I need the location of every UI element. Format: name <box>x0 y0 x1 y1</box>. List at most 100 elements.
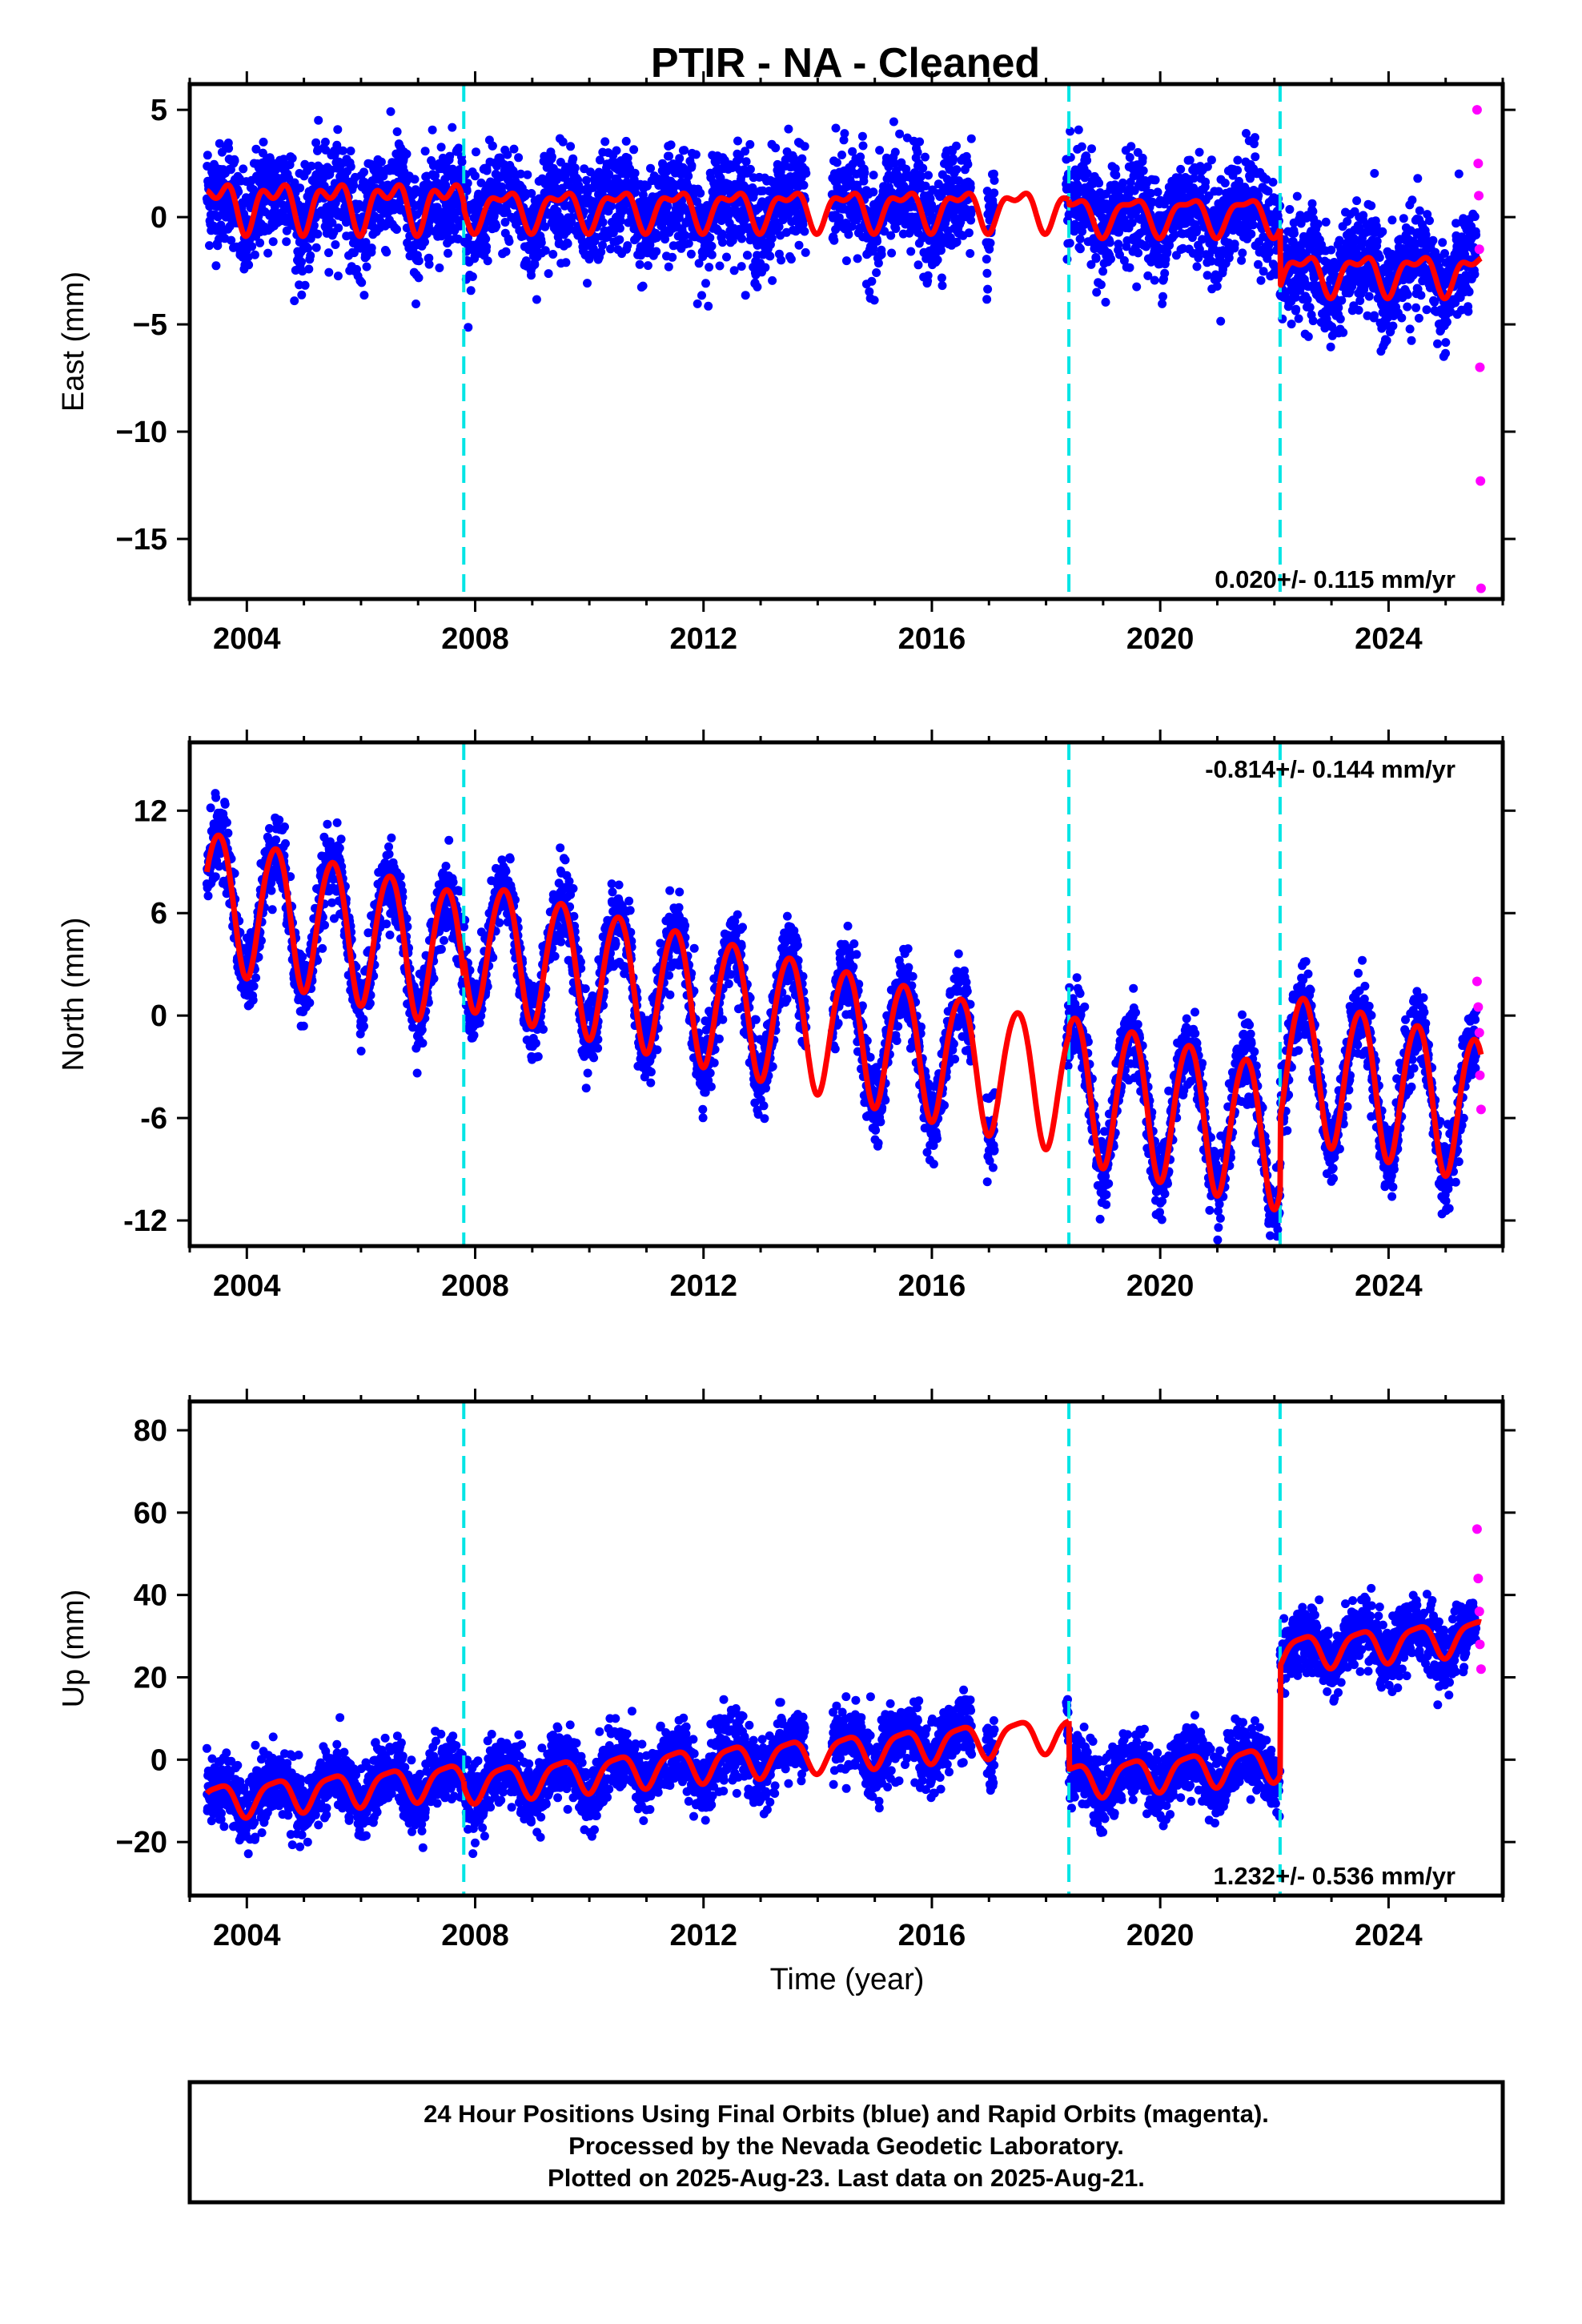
final-orbit-point <box>758 186 768 195</box>
final-orbit-point <box>1355 296 1365 305</box>
final-orbit-point <box>1421 230 1431 239</box>
y-tick-label: −10 <box>116 416 167 449</box>
final-orbit-point <box>203 162 212 171</box>
final-orbit-point <box>964 228 974 238</box>
final-orbit-point <box>615 235 624 244</box>
final-orbit-point <box>1082 155 1092 165</box>
final-orbit-point <box>767 234 777 243</box>
final-orbit-point <box>1075 244 1085 254</box>
final-orbit-point <box>1118 178 1127 187</box>
final-orbit-point <box>737 234 746 243</box>
final-orbit-point <box>227 235 236 245</box>
model-fit-line <box>1066 198 1283 242</box>
final-orbit-point <box>933 255 942 264</box>
final-orbit-point <box>927 203 937 211</box>
final-orbit-point <box>1355 223 1364 233</box>
final-orbit-point <box>1114 227 1123 237</box>
final-orbit-point <box>1198 235 1207 244</box>
final-orbit-point <box>568 154 578 163</box>
final-orbit-point <box>629 145 639 155</box>
final-orbit-point <box>299 203 308 212</box>
final-orbit-point <box>1350 237 1359 247</box>
x-tick-label: 2004 <box>213 622 281 656</box>
final-orbit-point <box>741 157 751 167</box>
final-orbit-point <box>865 287 874 296</box>
final-orbit-point <box>1287 320 1296 329</box>
final-orbit-point <box>1464 307 1473 316</box>
final-orbit-point <box>346 147 355 155</box>
y-tick-label: −5 <box>133 308 167 342</box>
final-orbit-point <box>1428 235 1438 245</box>
final-orbit-point <box>745 139 755 149</box>
final-orbit-point <box>1087 144 1096 154</box>
final-orbit-point <box>414 273 424 283</box>
rapid-orbit-point <box>1476 583 1486 593</box>
final-orbit-point <box>448 123 457 132</box>
final-orbit-point <box>1440 249 1449 258</box>
final-orbit-point <box>839 135 849 145</box>
final-orbit-point <box>886 231 896 240</box>
final-orbit-point <box>333 271 343 281</box>
final-orbit-point <box>891 224 901 233</box>
final-orbit-point <box>331 240 340 249</box>
final-orbit-point <box>532 295 541 304</box>
final-orbit-point <box>638 281 648 291</box>
final-orbit-point <box>913 260 923 270</box>
final-orbit-point <box>1111 171 1121 180</box>
final-orbit-point <box>777 255 786 265</box>
model-fit-line <box>460 191 1071 237</box>
final-orbit-point <box>1285 205 1295 214</box>
final-orbit-point <box>765 251 775 261</box>
final-orbit-point <box>1207 256 1216 266</box>
final-orbit-point <box>527 189 536 198</box>
final-orbit-point <box>840 129 849 139</box>
final-orbit-point <box>1433 339 1442 348</box>
final-orbit-point <box>697 291 706 300</box>
final-orbit-point <box>259 137 268 147</box>
final-orbit-point <box>1470 270 1480 279</box>
final-orbit-point <box>890 147 900 157</box>
final-orbit-point <box>966 134 976 143</box>
final-orbit-point <box>1387 215 1397 225</box>
final-orbit-point <box>1195 244 1204 254</box>
final-orbit-point <box>1375 253 1384 262</box>
final-orbit-point <box>701 279 710 288</box>
final-orbit-point <box>983 284 993 294</box>
final-orbit-point <box>1170 230 1179 239</box>
final-orbit-point <box>290 296 299 306</box>
figure-title: PTIR - NA - Cleaned <box>651 40 1040 86</box>
final-orbit-point <box>1237 255 1247 265</box>
final-orbit-point <box>990 175 999 185</box>
final-orbit-point <box>794 240 804 250</box>
final-orbit-point <box>1414 313 1423 323</box>
final-orbit-point <box>638 190 648 199</box>
final-orbit-point <box>249 982 259 991</box>
final-orbit-point <box>1265 247 1275 257</box>
final-orbit-point <box>858 141 868 151</box>
final-orbit-point <box>652 247 661 256</box>
final-orbit-point <box>222 818 231 827</box>
final-orbit-point <box>1364 292 1374 301</box>
final-orbit-point <box>1292 191 1302 201</box>
final-orbit-point <box>982 255 991 264</box>
final-orbit-point <box>239 164 248 174</box>
final-orbit-point <box>472 147 480 157</box>
final-orbit-point <box>867 276 877 286</box>
final-orbit-point <box>1158 292 1167 301</box>
final-orbit-point <box>860 168 869 178</box>
final-orbit-point <box>921 152 930 162</box>
final-orbit-point <box>566 142 576 151</box>
final-orbit-point <box>211 793 221 802</box>
final-orbit-point <box>1291 304 1301 314</box>
final-orbit-point <box>1464 287 1474 296</box>
final-orbit-point <box>1335 235 1344 245</box>
final-orbit-point <box>1138 153 1147 163</box>
final-orbit-point <box>331 198 340 207</box>
final-orbit-point <box>586 167 595 177</box>
final-orbit-point <box>687 161 697 171</box>
final-orbit-point <box>743 251 753 260</box>
final-orbit-point <box>705 263 714 272</box>
final-orbit-point <box>306 251 315 260</box>
final-orbit-point <box>663 202 673 211</box>
final-orbit-point <box>1143 271 1153 280</box>
